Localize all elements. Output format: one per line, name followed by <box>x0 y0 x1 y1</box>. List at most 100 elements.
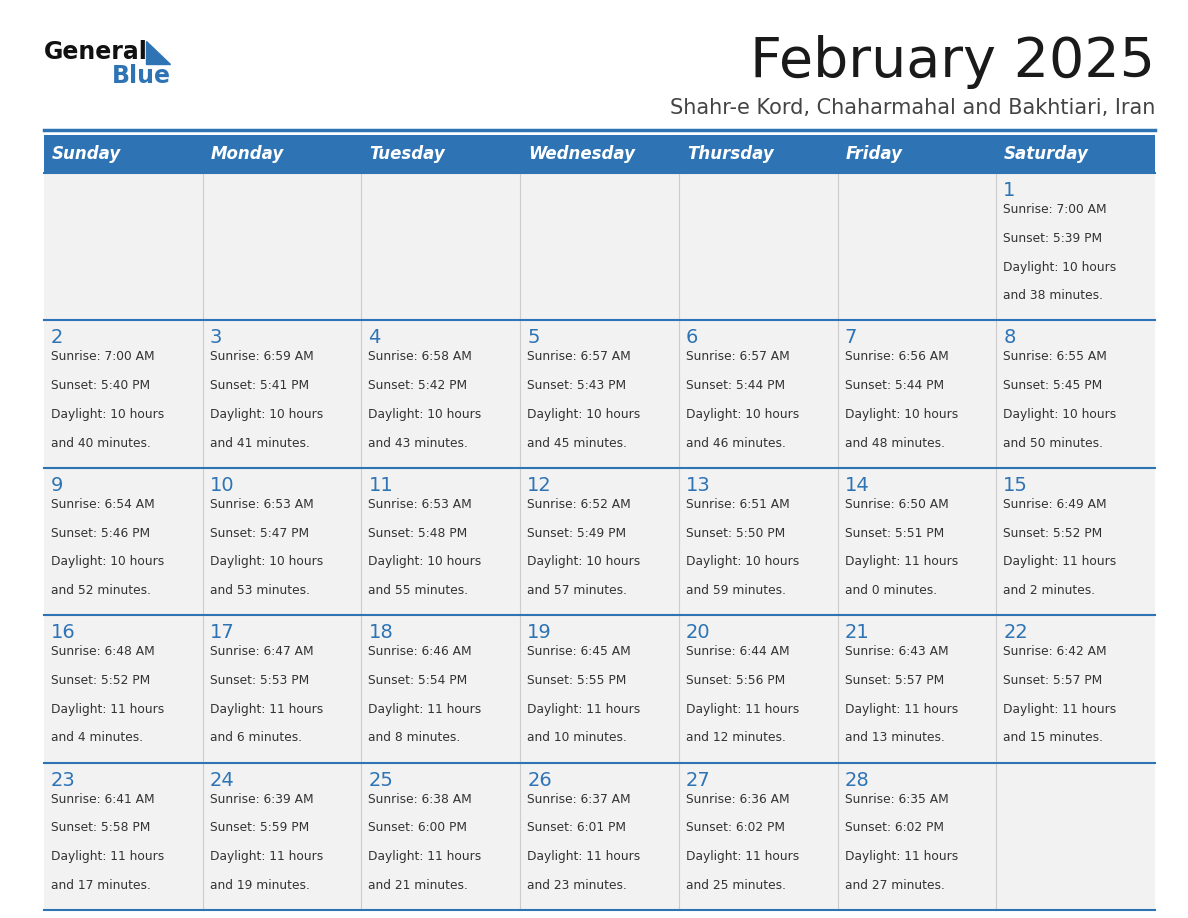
Text: 23: 23 <box>51 770 76 789</box>
Text: Sunset: 5:46 PM: Sunset: 5:46 PM <box>51 527 150 540</box>
Text: Sunset: 5:48 PM: Sunset: 5:48 PM <box>368 527 468 540</box>
Text: Sunset: 5:39 PM: Sunset: 5:39 PM <box>1004 231 1102 245</box>
Text: Daylight: 10 hours: Daylight: 10 hours <box>845 408 958 421</box>
Text: and 2 minutes.: and 2 minutes. <box>1004 584 1095 597</box>
Text: Daylight: 11 hours: Daylight: 11 hours <box>685 702 800 716</box>
Text: and 0 minutes.: and 0 minutes. <box>845 584 936 597</box>
Text: Thursday: Thursday <box>687 145 773 163</box>
Text: Daylight: 11 hours: Daylight: 11 hours <box>368 702 481 716</box>
Text: and 55 minutes.: and 55 minutes. <box>368 584 468 597</box>
Text: Shahr-e Kord, Chaharmahal and Bakhtiari, Iran: Shahr-e Kord, Chaharmahal and Bakhtiari,… <box>670 98 1155 118</box>
Text: Sunset: 5:57 PM: Sunset: 5:57 PM <box>1004 674 1102 687</box>
Text: Daylight: 11 hours: Daylight: 11 hours <box>1004 555 1117 568</box>
Text: Sunset: 5:52 PM: Sunset: 5:52 PM <box>1004 527 1102 540</box>
Text: and 15 minutes.: and 15 minutes. <box>1004 732 1104 744</box>
Text: Sunset: 5:49 PM: Sunset: 5:49 PM <box>527 527 626 540</box>
Text: 21: 21 <box>845 623 870 643</box>
Text: Sunday: Sunday <box>52 145 121 163</box>
Text: Daylight: 10 hours: Daylight: 10 hours <box>368 555 481 568</box>
Text: 17: 17 <box>210 623 234 643</box>
Text: Sunset: 6:02 PM: Sunset: 6:02 PM <box>845 822 943 834</box>
Text: Friday: Friday <box>846 145 903 163</box>
Text: and 48 minutes.: and 48 minutes. <box>845 437 944 450</box>
Text: Sunrise: 6:53 AM: Sunrise: 6:53 AM <box>210 498 314 510</box>
Text: Sunrise: 6:53 AM: Sunrise: 6:53 AM <box>368 498 472 510</box>
Text: Daylight: 11 hours: Daylight: 11 hours <box>1004 702 1117 716</box>
Text: Sunrise: 6:48 AM: Sunrise: 6:48 AM <box>51 645 154 658</box>
Text: Sunrise: 6:57 AM: Sunrise: 6:57 AM <box>685 351 790 364</box>
Text: and 53 minutes.: and 53 minutes. <box>210 584 310 597</box>
Text: Daylight: 11 hours: Daylight: 11 hours <box>845 555 958 568</box>
Bar <box>44 468 1155 615</box>
Text: Sunrise: 6:46 AM: Sunrise: 6:46 AM <box>368 645 472 658</box>
Text: and 50 minutes.: and 50 minutes. <box>1004 437 1104 450</box>
Text: Sunrise: 6:50 AM: Sunrise: 6:50 AM <box>845 498 948 510</box>
Text: Sunset: 5:51 PM: Sunset: 5:51 PM <box>845 527 943 540</box>
Text: 1: 1 <box>1004 181 1016 200</box>
Text: Sunset: 5:59 PM: Sunset: 5:59 PM <box>210 822 309 834</box>
Text: Sunrise: 6:56 AM: Sunrise: 6:56 AM <box>845 351 948 364</box>
Bar <box>44 763 1155 910</box>
Text: 18: 18 <box>368 623 393 643</box>
Text: Sunset: 6:00 PM: Sunset: 6:00 PM <box>368 822 467 834</box>
Text: Sunrise: 6:58 AM: Sunrise: 6:58 AM <box>368 351 473 364</box>
Text: 3: 3 <box>210 329 222 347</box>
Text: Sunrise: 6:47 AM: Sunrise: 6:47 AM <box>210 645 314 658</box>
Text: and 45 minutes.: and 45 minutes. <box>527 437 627 450</box>
Text: 24: 24 <box>210 770 234 789</box>
Bar <box>44 615 1155 763</box>
Text: Daylight: 11 hours: Daylight: 11 hours <box>845 702 958 716</box>
Text: Daylight: 10 hours: Daylight: 10 hours <box>685 555 800 568</box>
Text: 8: 8 <box>1004 329 1016 347</box>
Text: Sunset: 5:45 PM: Sunset: 5:45 PM <box>1004 379 1102 392</box>
Text: 15: 15 <box>1004 476 1028 495</box>
Text: Sunset: 5:42 PM: Sunset: 5:42 PM <box>368 379 468 392</box>
Text: and 43 minutes.: and 43 minutes. <box>368 437 468 450</box>
Text: Sunrise: 6:59 AM: Sunrise: 6:59 AM <box>210 351 314 364</box>
Text: Sunset: 5:50 PM: Sunset: 5:50 PM <box>685 527 785 540</box>
Text: Sunrise: 6:42 AM: Sunrise: 6:42 AM <box>1004 645 1107 658</box>
Text: Daylight: 11 hours: Daylight: 11 hours <box>685 850 800 863</box>
Text: Sunrise: 6:52 AM: Sunrise: 6:52 AM <box>527 498 631 510</box>
Text: Blue: Blue <box>112 64 171 88</box>
Text: Saturday: Saturday <box>1004 145 1089 163</box>
Text: Daylight: 10 hours: Daylight: 10 hours <box>51 408 164 421</box>
Text: Daylight: 11 hours: Daylight: 11 hours <box>527 702 640 716</box>
Text: Sunset: 5:43 PM: Sunset: 5:43 PM <box>527 379 626 392</box>
Text: Sunrise: 6:51 AM: Sunrise: 6:51 AM <box>685 498 790 510</box>
Text: Daylight: 11 hours: Daylight: 11 hours <box>210 702 323 716</box>
Text: and 38 minutes.: and 38 minutes. <box>1004 289 1104 302</box>
Bar <box>44 320 1155 468</box>
Text: Sunrise: 6:35 AM: Sunrise: 6:35 AM <box>845 792 948 806</box>
Text: 26: 26 <box>527 770 552 789</box>
Text: Sunset: 5:56 PM: Sunset: 5:56 PM <box>685 674 785 687</box>
Text: General: General <box>44 40 147 64</box>
Text: 27: 27 <box>685 770 710 789</box>
Text: and 8 minutes.: and 8 minutes. <box>368 732 461 744</box>
Text: Daylight: 11 hours: Daylight: 11 hours <box>51 702 164 716</box>
Text: 22: 22 <box>1004 623 1028 643</box>
Text: Daylight: 10 hours: Daylight: 10 hours <box>527 408 640 421</box>
Text: 20: 20 <box>685 623 710 643</box>
Text: 5: 5 <box>527 329 539 347</box>
Text: Sunset: 5:44 PM: Sunset: 5:44 PM <box>845 379 943 392</box>
Text: Daylight: 11 hours: Daylight: 11 hours <box>210 850 323 863</box>
Text: Sunrise: 6:37 AM: Sunrise: 6:37 AM <box>527 792 631 806</box>
Text: and 41 minutes.: and 41 minutes. <box>210 437 310 450</box>
Text: Sunset: 5:44 PM: Sunset: 5:44 PM <box>685 379 785 392</box>
Text: Sunrise: 6:38 AM: Sunrise: 6:38 AM <box>368 792 472 806</box>
Text: Sunrise: 6:49 AM: Sunrise: 6:49 AM <box>1004 498 1107 510</box>
Text: 16: 16 <box>51 623 76 643</box>
Text: and 10 minutes.: and 10 minutes. <box>527 732 627 744</box>
Text: Daylight: 11 hours: Daylight: 11 hours <box>368 850 481 863</box>
Text: 2: 2 <box>51 329 63 347</box>
Text: and 4 minutes.: and 4 minutes. <box>51 732 143 744</box>
Bar <box>44 173 1155 320</box>
Text: Sunrise: 7:00 AM: Sunrise: 7:00 AM <box>51 351 154 364</box>
Text: and 57 minutes.: and 57 minutes. <box>527 584 627 597</box>
Text: 7: 7 <box>845 329 857 347</box>
Text: Daylight: 10 hours: Daylight: 10 hours <box>1004 261 1117 274</box>
Text: Daylight: 10 hours: Daylight: 10 hours <box>51 555 164 568</box>
Text: Sunset: 6:02 PM: Sunset: 6:02 PM <box>685 822 785 834</box>
Text: 28: 28 <box>845 770 870 789</box>
